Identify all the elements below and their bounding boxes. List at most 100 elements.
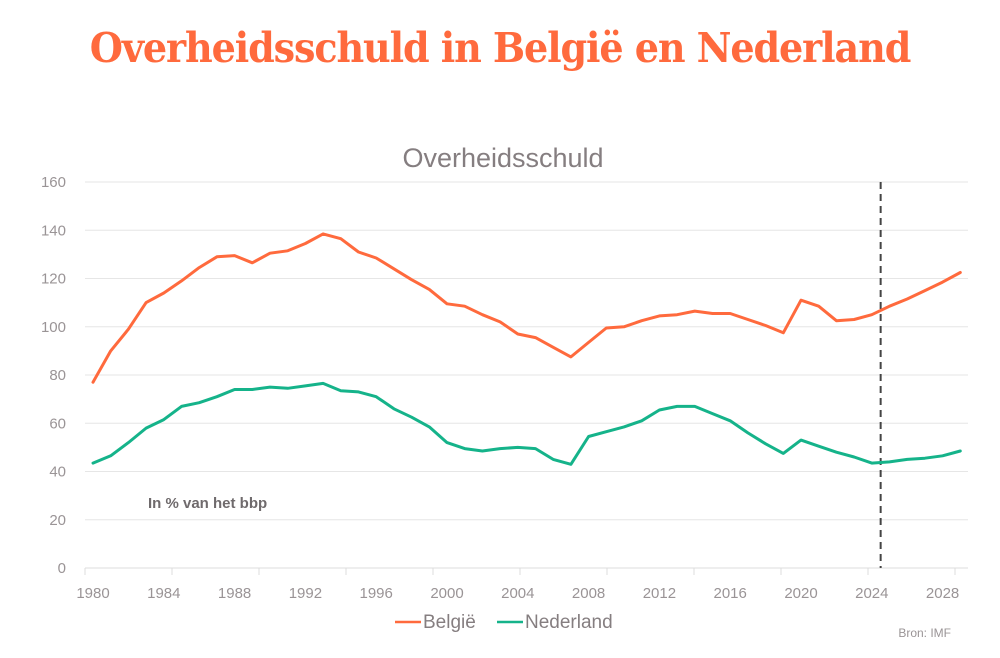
data-point[interactable] xyxy=(89,378,97,386)
data-point[interactable] xyxy=(248,259,256,267)
data-point[interactable] xyxy=(160,416,168,424)
data-point[interactable] xyxy=(779,329,787,337)
data-point[interactable] xyxy=(779,449,787,457)
data-point[interactable] xyxy=(691,307,699,315)
data-point[interactable] xyxy=(744,316,752,324)
data-point[interactable] xyxy=(726,417,734,425)
series-line-nederland[interactable] xyxy=(91,381,962,466)
data-point[interactable] xyxy=(124,439,132,447)
data-point[interactable] xyxy=(832,448,840,456)
data-point[interactable] xyxy=(284,384,292,392)
data-point[interactable] xyxy=(956,447,964,455)
data-point[interactable] xyxy=(709,410,717,418)
data-point[interactable] xyxy=(178,277,186,285)
data-point[interactable] xyxy=(638,317,646,325)
data-point[interactable] xyxy=(231,385,239,393)
data-point[interactable] xyxy=(319,379,327,387)
data-point[interactable] xyxy=(939,278,947,286)
data-point[interactable] xyxy=(107,452,115,460)
data-point[interactable] xyxy=(284,247,292,255)
data-point[interactable] xyxy=(213,253,221,261)
data-point[interactable] xyxy=(832,317,840,325)
data-point[interactable] xyxy=(178,402,186,410)
data-point[interactable] xyxy=(655,312,663,320)
data-point[interactable] xyxy=(408,413,416,421)
data-point[interactable] xyxy=(567,353,575,361)
data-point[interactable] xyxy=(886,458,894,466)
data-point[interactable] xyxy=(921,287,929,295)
data-point[interactable] xyxy=(231,252,239,260)
data-point[interactable] xyxy=(443,439,451,447)
data-point[interactable] xyxy=(408,276,416,284)
data-point[interactable] xyxy=(673,311,681,319)
data-point[interactable] xyxy=(744,429,752,437)
data-point[interactable] xyxy=(638,417,646,425)
data-point[interactable] xyxy=(266,249,274,257)
data-point[interactable] xyxy=(301,382,309,390)
data-point[interactable] xyxy=(549,343,557,351)
data-point[interactable] xyxy=(939,452,947,460)
data-point[interactable] xyxy=(602,324,610,332)
data-point[interactable] xyxy=(478,311,486,319)
data-point[interactable] xyxy=(797,436,805,444)
data-point[interactable] xyxy=(868,311,876,319)
legend-item-nederland[interactable]: Nederland xyxy=(497,612,613,633)
data-point[interactable] xyxy=(797,296,805,304)
data-point[interactable] xyxy=(142,299,150,307)
data-point[interactable] xyxy=(124,325,132,333)
data-point[interactable] xyxy=(585,433,593,441)
data-point[interactable] xyxy=(195,264,203,272)
data-point[interactable] xyxy=(390,265,398,273)
data-point[interactable] xyxy=(425,285,433,293)
data-point[interactable] xyxy=(142,424,150,432)
data-point[interactable] xyxy=(514,443,522,451)
data-point[interactable] xyxy=(213,393,221,401)
data-point[interactable] xyxy=(337,235,345,243)
data-point[interactable] xyxy=(532,445,540,453)
data-point[interactable] xyxy=(160,289,168,297)
data-point[interactable] xyxy=(726,309,734,317)
data-point[interactable] xyxy=(762,322,770,330)
data-point[interactable] xyxy=(850,453,858,461)
data-point[interactable] xyxy=(815,442,823,450)
data-point[interactable] xyxy=(956,268,964,276)
legend-item-belgie[interactable]: België xyxy=(395,612,476,633)
data-point[interactable] xyxy=(461,445,469,453)
data-point[interactable] xyxy=(390,405,398,413)
data-point[interactable] xyxy=(107,347,115,355)
data-point[interactable] xyxy=(337,387,345,395)
data-point[interactable] xyxy=(691,402,699,410)
data-point[interactable] xyxy=(850,316,858,324)
data-point[interactable] xyxy=(195,399,203,407)
data-point[interactable] xyxy=(886,302,894,310)
data-point[interactable] xyxy=(301,240,309,248)
data-point[interactable] xyxy=(620,323,628,331)
data-point[interactable] xyxy=(461,302,469,310)
data-point[interactable] xyxy=(868,459,876,467)
data-point[interactable] xyxy=(425,423,433,431)
data-point[interactable] xyxy=(372,393,380,401)
data-point[interactable] xyxy=(496,318,504,326)
series-line-belgie[interactable] xyxy=(91,232,962,384)
data-point[interactable] xyxy=(514,330,522,338)
data-point[interactable] xyxy=(248,385,256,393)
data-point[interactable] xyxy=(266,383,274,391)
data-point[interactable] xyxy=(921,454,929,462)
data-point[interactable] xyxy=(532,334,540,342)
data-point[interactable] xyxy=(355,388,363,396)
data-point[interactable] xyxy=(815,302,823,310)
data-point[interactable] xyxy=(549,455,557,463)
data-point[interactable] xyxy=(89,459,97,467)
data-point[interactable] xyxy=(355,248,363,256)
data-point[interactable] xyxy=(319,230,327,238)
data-point[interactable] xyxy=(443,300,451,308)
data-point[interactable] xyxy=(567,460,575,468)
data-point[interactable] xyxy=(655,406,663,414)
data-point[interactable] xyxy=(762,440,770,448)
data-point[interactable] xyxy=(903,295,911,303)
data-point[interactable] xyxy=(673,402,681,410)
data-point[interactable] xyxy=(585,338,593,346)
data-point[interactable] xyxy=(372,254,380,262)
data-point[interactable] xyxy=(496,445,504,453)
data-point[interactable] xyxy=(620,423,628,431)
